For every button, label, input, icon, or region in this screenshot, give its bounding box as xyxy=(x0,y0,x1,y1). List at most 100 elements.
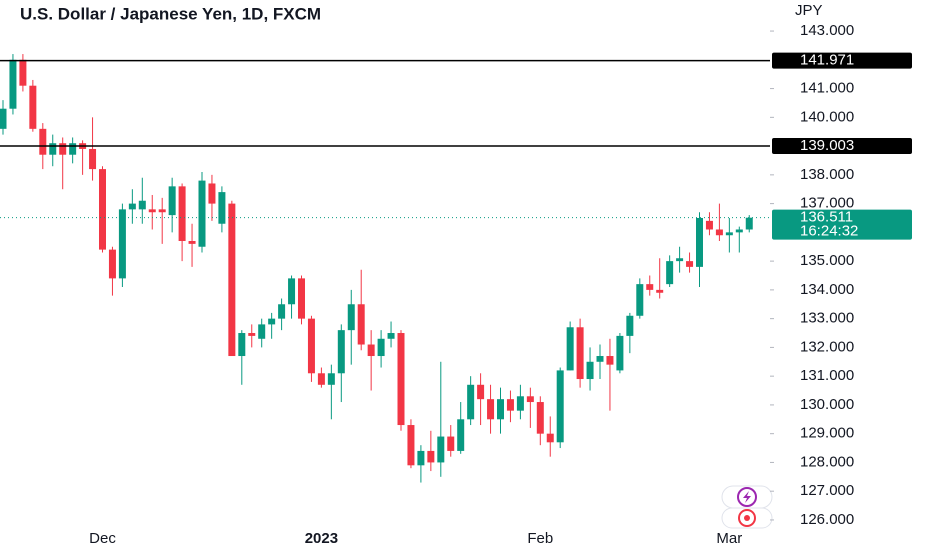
x-tick-label: Feb xyxy=(527,530,553,547)
candle-body xyxy=(467,384,475,420)
candle-body xyxy=(447,436,455,451)
y-tick-label: 133.000 xyxy=(800,310,854,327)
candle-body xyxy=(357,304,365,345)
candle-body xyxy=(298,278,305,319)
chart-title: U.S. Dollar / Japanese Yen, 1D, FXCM xyxy=(20,4,321,23)
candle-body xyxy=(735,229,743,233)
candle-body xyxy=(337,330,345,374)
candle-body xyxy=(576,327,584,380)
candle-body xyxy=(258,324,266,339)
y-tick-label: 129.000 xyxy=(800,425,854,442)
y-tick-label: 127.000 xyxy=(800,482,854,499)
candle-body xyxy=(636,284,644,316)
candle-body xyxy=(506,399,514,411)
candle-body xyxy=(228,203,236,357)
candle-body xyxy=(178,186,186,241)
level-label-bg xyxy=(772,138,912,155)
candle-body xyxy=(128,203,136,210)
last-price-bg xyxy=(772,209,912,240)
candle-body xyxy=(397,333,405,426)
candle-body xyxy=(367,344,375,357)
level-label: 141.971 xyxy=(800,52,854,69)
candle-body xyxy=(487,399,495,420)
candle-body xyxy=(745,217,753,230)
candle-body xyxy=(238,333,246,357)
candle-body xyxy=(69,143,77,155)
record-icon[interactable] xyxy=(738,509,756,527)
y-tick-label: 126.000 xyxy=(800,511,854,528)
candle-body xyxy=(9,59,17,109)
candle-body xyxy=(29,85,37,129)
candle-body xyxy=(377,338,385,357)
candle-body xyxy=(39,128,47,155)
y-tick-label: 128.000 xyxy=(800,453,854,470)
candle-body xyxy=(89,148,97,170)
candle-body xyxy=(218,192,226,224)
level-label: 139.003 xyxy=(800,137,854,154)
candle-body xyxy=(497,399,504,420)
y-tick-label: 138.000 xyxy=(800,166,854,183)
candle-body xyxy=(148,209,156,213)
candle-body xyxy=(248,333,256,336)
candle-body xyxy=(477,384,485,400)
candle-body xyxy=(307,318,315,374)
y-tick-label: 140.000 xyxy=(800,108,854,125)
candle-body xyxy=(427,450,435,463)
candle-body xyxy=(327,373,335,385)
candle-body xyxy=(198,180,206,247)
level-label-bg xyxy=(772,52,912,69)
candle-body xyxy=(417,450,425,466)
candle-body xyxy=(656,289,664,293)
candle-body xyxy=(536,402,544,434)
y-tick-label: 135.000 xyxy=(800,252,854,269)
candle-body xyxy=(19,59,27,86)
x-tick-label: 2023 xyxy=(305,530,338,547)
y-tick-label: 130.000 xyxy=(800,396,854,413)
indicator-icons[interactable] xyxy=(721,485,773,529)
y-tick-label: 131.000 xyxy=(800,367,854,384)
last-price-label: 136.511 xyxy=(800,209,853,226)
candle-body xyxy=(268,318,276,325)
y-tick-label: 141.000 xyxy=(800,80,854,97)
candle-body xyxy=(516,396,524,411)
y-tick-label: 137.000 xyxy=(800,195,854,212)
candle-body xyxy=(437,436,445,463)
candle-body xyxy=(407,425,415,466)
candle-body xyxy=(0,108,7,129)
y-tick-label: 132.000 xyxy=(800,338,854,355)
candle-body xyxy=(168,186,176,216)
candle-body xyxy=(49,143,57,155)
candle-body xyxy=(676,258,684,262)
candle-body xyxy=(138,200,146,210)
candle-body xyxy=(288,278,296,305)
lightning-icon[interactable] xyxy=(737,487,757,507)
candle-body xyxy=(586,361,594,380)
candle-body xyxy=(556,370,564,443)
record-dot xyxy=(744,515,750,521)
candle-body xyxy=(696,217,703,267)
currency-label: JPY xyxy=(795,2,823,19)
candle-body xyxy=(278,304,286,319)
lightning-shape xyxy=(743,491,751,503)
candle-body xyxy=(715,229,723,236)
candle-body xyxy=(108,249,116,279)
candle-body xyxy=(457,419,465,451)
candle-body xyxy=(566,327,574,371)
countdown-label: 16:24:32 xyxy=(800,223,858,240)
plot xyxy=(0,54,753,483)
candle-body xyxy=(705,220,713,230)
candle-body xyxy=(158,209,166,213)
y-tick-label: 134.000 xyxy=(800,281,854,298)
candle-body xyxy=(347,304,355,331)
candle-body xyxy=(606,356,614,365)
x-tick-label: Mar xyxy=(716,530,742,547)
x-tick-label: Dec xyxy=(89,530,116,547)
candle-body xyxy=(59,143,67,155)
candle-body xyxy=(616,335,624,371)
candle-body xyxy=(626,315,634,336)
candle-body xyxy=(317,373,325,385)
candle-body xyxy=(686,261,694,267)
candle-body xyxy=(596,356,604,362)
candle-body xyxy=(118,209,126,279)
